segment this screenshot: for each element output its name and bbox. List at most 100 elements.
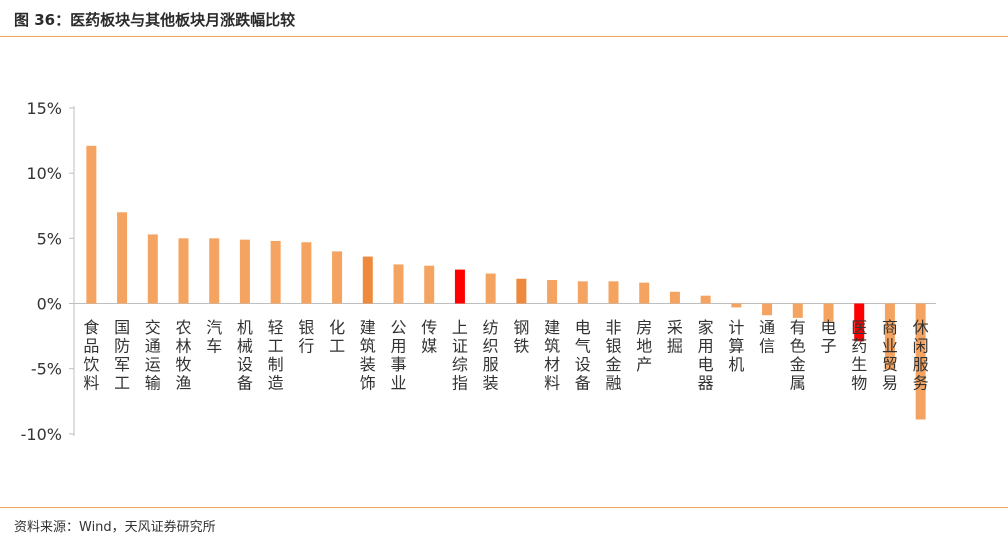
x-tick-label: 铁	[513, 337, 529, 356]
x-tick-label: 公	[390, 318, 406, 337]
x-tick-label: 电	[575, 318, 591, 337]
y-tick-label: -5%	[31, 360, 62, 379]
x-tick-label: 业	[390, 374, 406, 393]
x-tick-label: 行	[298, 337, 314, 356]
x-tick-label: 产	[636, 355, 652, 374]
bar-建筑装饰	[362, 256, 373, 304]
x-tick-label: 金	[605, 355, 621, 374]
x-tick-label: 属	[790, 374, 806, 393]
bar-有色金属	[792, 303, 803, 318]
x-tick-label: 品	[83, 337, 99, 356]
x-tick-label: 服	[483, 355, 499, 374]
x-tick-label: 工	[268, 337, 284, 356]
source-note: 资料来源：Wind，天风证券研究所	[14, 520, 216, 535]
x-tick-label: 用	[698, 337, 714, 356]
x-tick-label: 融	[605, 374, 621, 393]
x-tick-label: 建	[544, 318, 560, 337]
x-tick-label: 军	[114, 355, 130, 374]
bar-纺织服装	[485, 273, 496, 304]
x-tick-label: 业	[882, 337, 898, 356]
x-tick-label: 贸	[882, 355, 898, 374]
bar-钢铁	[516, 278, 527, 304]
x-tick-label: 筑	[544, 337, 560, 356]
x-tick-label: 电	[820, 318, 836, 337]
x-tick-label: 气	[575, 337, 591, 356]
x-tick-label: 通	[145, 337, 161, 356]
x-tick-label: 家	[698, 318, 714, 337]
x-tick-label: 装	[360, 355, 376, 374]
x-tick-label: 休	[913, 318, 929, 337]
y-tick-label: 10%	[26, 164, 62, 183]
bar-通信	[762, 303, 773, 316]
x-tick-label: 汽	[206, 318, 222, 337]
bar-医药生物	[854, 303, 865, 342]
footer-rule	[0, 507, 1008, 508]
bar-交通运输	[147, 234, 158, 304]
x-tick-label: 造	[268, 374, 284, 393]
x-tick-label: 子	[820, 337, 836, 356]
bar-电气设备	[577, 281, 588, 304]
x-tick-label: 用	[390, 337, 406, 356]
x-tick-label: 务	[913, 374, 929, 393]
title-rule	[0, 36, 1008, 37]
x-tick-label: 工	[329, 337, 345, 356]
bar-农林牧渔	[178, 238, 189, 304]
x-tick-label: 设	[575, 355, 591, 374]
x-tick-label: 算	[728, 337, 744, 356]
x-tick-label: 银	[605, 337, 621, 356]
x-tick-label: 服	[913, 355, 929, 374]
x-tick-label: 指	[452, 374, 468, 393]
x-tick-label: 有	[790, 318, 806, 337]
bar-非银金融	[608, 281, 619, 304]
x-tick-label: 农	[175, 318, 191, 337]
x-tick-label: 渔	[175, 374, 191, 393]
x-tick-label: 电	[698, 355, 714, 374]
x-tick-label: 传	[421, 318, 437, 337]
x-tick-label: 料	[83, 374, 99, 393]
x-tick-label: 饰	[360, 374, 376, 393]
bar-国防军工	[117, 212, 128, 304]
x-tick-label: 牧	[175, 355, 191, 374]
x-tick-label: 料	[544, 374, 560, 393]
x-tick-label: 地	[636, 337, 652, 356]
x-tick-label: 备	[237, 374, 253, 393]
x-tick-label: 医	[851, 318, 867, 337]
x-tick-label: 钢	[513, 318, 529, 337]
x-tick-label: 运	[145, 355, 161, 374]
bar-休闲服务	[915, 303, 926, 420]
x-tick-label: 银	[298, 318, 314, 337]
bar-商业贸易	[884, 303, 895, 370]
x-tick-label: 防	[114, 337, 130, 356]
x-tick-label: 计	[728, 318, 744, 337]
bar-轻工制造	[270, 240, 281, 304]
y-tick-label: 5%	[37, 229, 62, 248]
x-tick-label: 采	[667, 318, 683, 337]
x-tick-label: 药	[851, 337, 867, 356]
x-tick-label: 食	[83, 318, 99, 337]
x-tick-label: 闲	[913, 337, 929, 356]
x-tick-label: 色	[790, 337, 806, 356]
x-tick-label: 掘	[667, 337, 683, 356]
x-tick-label: 金	[790, 355, 806, 374]
bar-采掘	[669, 291, 680, 304]
x-tick-label: 备	[575, 374, 591, 393]
bar-汽车	[209, 238, 220, 304]
x-tick-label: 房	[636, 318, 652, 337]
x-tick-label: 通	[759, 318, 775, 337]
x-tick-label: 交	[145, 318, 161, 337]
bar-公用事业	[393, 264, 404, 304]
x-tick-label: 机	[237, 318, 253, 337]
x-tick-label: 装	[483, 374, 499, 393]
x-tick-label: 机	[728, 355, 744, 374]
x-tick-label: 制	[268, 355, 284, 374]
figure-title: 图 36：医药板块与其他板块月涨跌幅比较	[14, 11, 296, 29]
x-tick-label: 车	[206, 337, 222, 356]
x-tick-label: 商	[882, 318, 898, 337]
x-tick-label: 生	[851, 355, 867, 374]
bar-家用电器	[700, 295, 711, 304]
bar-房地产	[639, 282, 650, 304]
y-tick-label: -10%	[21, 425, 62, 444]
x-tick-label: 织	[483, 337, 499, 356]
x-tick-label: 综	[452, 355, 468, 374]
x-tick-label: 建	[360, 318, 376, 337]
